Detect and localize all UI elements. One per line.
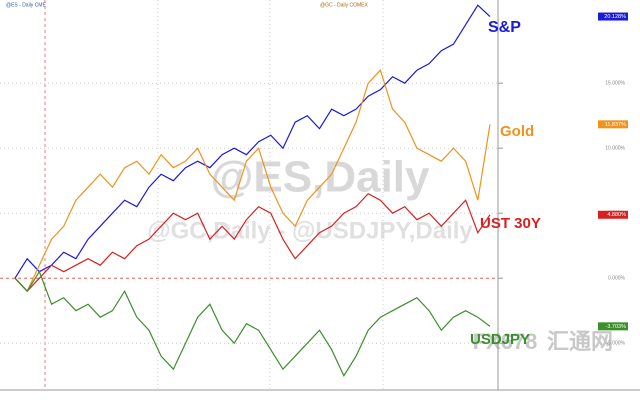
series-line <box>14 270 491 377</box>
end-value-box <box>598 120 628 129</box>
series-label: S&P <box>488 19 521 36</box>
end-value-box <box>598 12 628 21</box>
end-value-box <box>598 210 628 219</box>
header-text: @GC - Daily COMEX <box>320 2 369 8</box>
end-value-box <box>598 322 628 331</box>
watermark: @ES,Daily <box>211 153 431 202</box>
end-value-label: 11.837% <box>605 122 626 128</box>
series-label: Gold <box>500 123 534 140</box>
series-label: UST 30Y <box>480 215 541 232</box>
series-line <box>14 69 491 293</box>
logo: FX678 <box>473 329 538 354</box>
y-tick-label: 10.000% <box>605 146 625 152</box>
series-line <box>14 192 491 293</box>
y-tick-label: -5.000% <box>606 341 625 347</box>
end-value-label: -3.703% <box>606 324 627 330</box>
end-value-label: 20.128% <box>604 14 626 20</box>
header-text: @ES - Daily CME <box>6 2 46 8</box>
series-label: USDJPY <box>470 331 530 348</box>
logo: 汇通网 <box>547 329 613 354</box>
end-value-label: 4.880% <box>607 212 626 218</box>
watermark: @GC,Daily - @USDJPY,Daily <box>147 217 473 244</box>
y-tick-label: 0.000% <box>608 276 626 282</box>
y-tick-label: 15.000% <box>605 81 625 87</box>
series-line <box>14 4 491 279</box>
